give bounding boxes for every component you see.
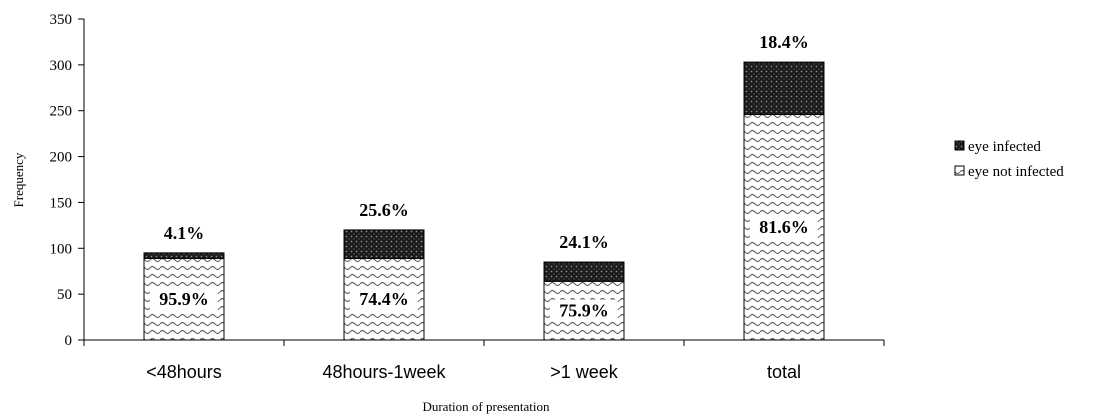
legend-label-infected: eye infected (968, 139, 1041, 155)
bar-segment-infected (343, 229, 425, 259)
x-axis-title: Duration of presentation (422, 399, 550, 414)
y-axis: 0 50 100 150 200 250 300 350 (50, 12, 85, 349)
legend: eye infected eye not infected (954, 139, 1064, 180)
percent-label-not-infected: 95.9% (159, 289, 209, 309)
x-tick-label: total (767, 362, 801, 382)
label-background (550, 299, 618, 322)
label-background (750, 216, 818, 239)
x-tick-label: >1 week (550, 362, 619, 382)
y-tick-label: 150 (50, 195, 73, 211)
bar-segment-infected (743, 61, 825, 115)
percent-label-infected: 25.6% (359, 200, 409, 220)
percent-label-not-infected: 75.9% (559, 301, 609, 321)
legend-swatch-not-infected (954, 165, 965, 176)
x-tick-label: <48hours (146, 362, 222, 382)
label-background (350, 288, 418, 311)
percent-label-infected: 4.1% (164, 223, 205, 243)
bar-segment-infected (143, 252, 225, 259)
percent-label-infected: 24.1% (559, 232, 609, 252)
x-tick-label: 48hours-1week (322, 362, 446, 382)
y-tick-label: 300 (50, 58, 73, 74)
legend-label-not-infected: eye not infected (968, 164, 1064, 180)
y-tick-label: 250 (50, 104, 73, 120)
legend-swatch-infected (954, 140, 965, 151)
y-axis-title: Frequency (11, 152, 26, 207)
y-tick-label: 50 (57, 287, 72, 303)
y-tick-label: 0 (65, 333, 73, 349)
y-tick-label: 350 (50, 12, 73, 28)
bars (143, 61, 825, 341)
x-axis: <48hours 48hours-1week >1 week total (83, 339, 885, 382)
y-tick-label: 200 (50, 150, 73, 166)
percent-label-not-infected: 74.4% (359, 289, 409, 309)
label-background (150, 288, 218, 311)
percent-label-infected: 18.4% (759, 32, 809, 52)
percent-labels: 95.9% 4.1% 74.4% 25.6% 75.9% 24.1% 81.6% 18.4% (150, 32, 818, 322)
y-tick-label: 100 (50, 241, 73, 257)
bar-segment-infected (543, 261, 625, 282)
percent-label-not-infected: 81.6% (759, 217, 809, 237)
